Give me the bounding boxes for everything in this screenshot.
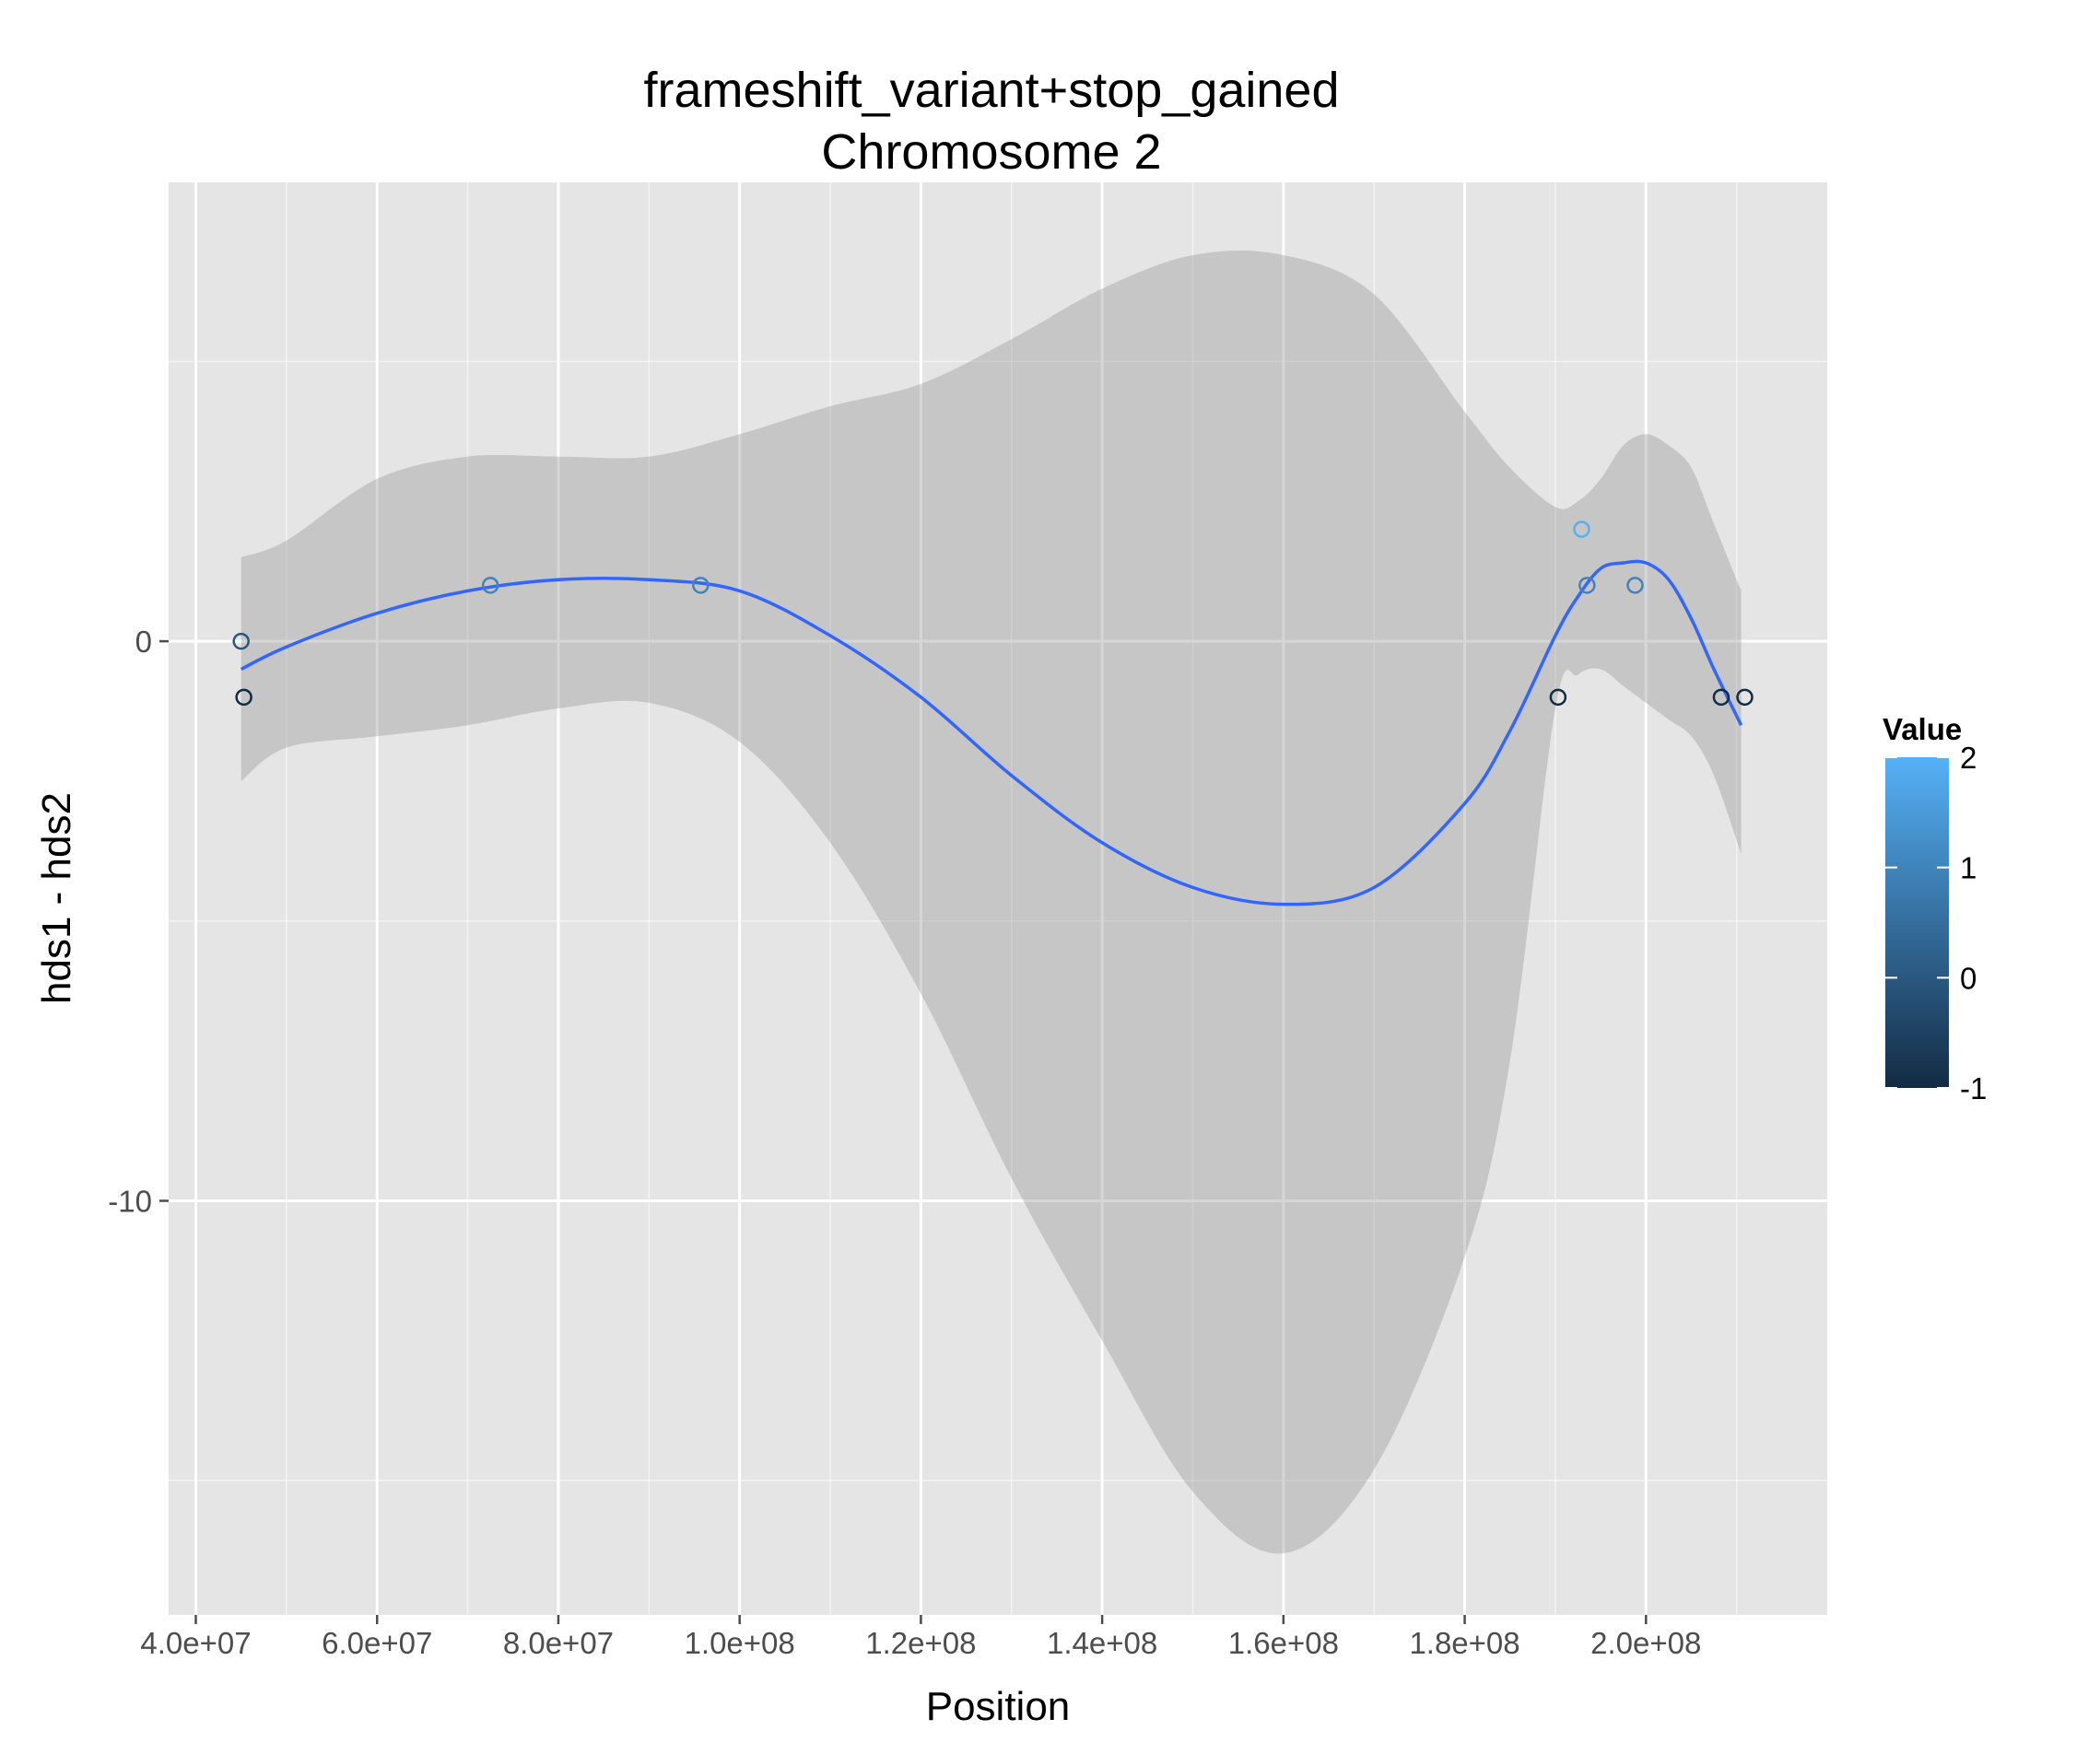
legend-tick-label: -1: [1960, 1071, 1987, 1105]
major-gridlines: [169, 182, 1827, 1615]
minor-gridlines: [169, 182, 1827, 1615]
chart-subtitle: Chromosome 2: [821, 124, 1161, 180]
legend-tick-label: 0: [1960, 961, 1977, 995]
legend-tick-label: 2: [1960, 741, 1977, 775]
x-tick-label: 8.0e+07: [503, 1626, 614, 1660]
chart-title: frameshift_variant+stop_gained: [644, 63, 1340, 118]
smooth-line: [240, 559, 1743, 906]
data-point: [481, 577, 499, 594]
data-point: [1626, 577, 1644, 594]
color-legend: Value 2 1 0 -1: [1883, 712, 1987, 1105]
legend-title: Value: [1883, 712, 1962, 746]
y-axis-title: hds1 - hds2: [34, 792, 79, 1004]
x-axis-title: Position: [926, 1684, 1071, 1729]
x-tick-label: 1.2e+08: [865, 1626, 976, 1660]
data-point: [1549, 688, 1567, 707]
data-point: [1712, 688, 1730, 707]
y-axis-ticks: 0 -10: [108, 625, 169, 1219]
points-layer: [232, 520, 1754, 707]
y-tick-label: 0: [135, 625, 152, 659]
confidence-band: [241, 251, 1742, 1554]
x-tick-label: 1.4e+08: [1047, 1626, 1157, 1660]
y-tick-label: -10: [108, 1185, 152, 1219]
x-tick-label: 1.8e+08: [1409, 1626, 1519, 1660]
data-point: [1736, 688, 1754, 707]
legend-colorbar: [1885, 757, 1949, 1088]
x-tick-label: 1.6e+08: [1228, 1626, 1339, 1660]
x-tick-label: 4.0e+07: [140, 1626, 251, 1660]
plot-panel: [169, 182, 1827, 1615]
data-point: [232, 632, 250, 650]
data-point: [235, 688, 252, 707]
legend-tick-label: 1: [1960, 851, 1977, 885]
data-point: [692, 577, 710, 594]
data-point: [1578, 577, 1596, 594]
x-axis-ticks: 4.0e+07 6.0e+07 8.0e+07 1.0e+08 1.2e+08 1.4e+…: [140, 1615, 1701, 1660]
data-point: [1573, 520, 1590, 538]
legend-ticks: 2 1 0 -1: [1885, 741, 1987, 1105]
x-tick-label: 2.0e+08: [1590, 1626, 1701, 1660]
x-tick-label: 6.0e+07: [322, 1626, 432, 1660]
x-tick-label: 1.0e+08: [685, 1626, 795, 1660]
